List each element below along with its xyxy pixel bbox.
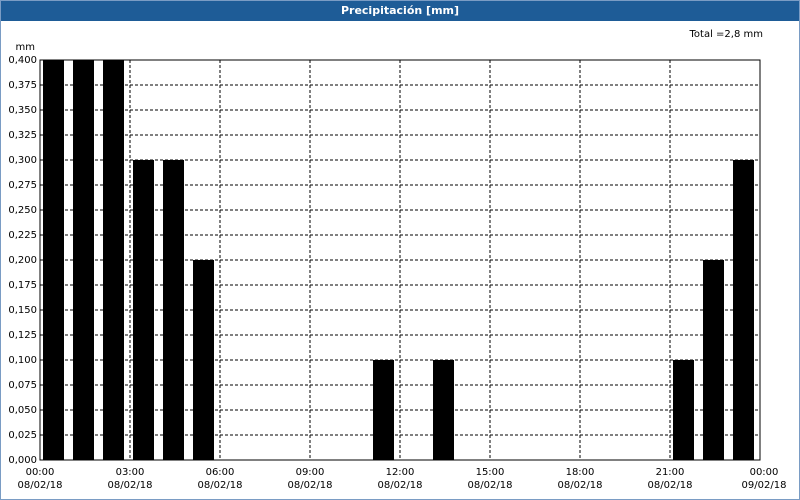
y-tick-label: 0,275 [8,180,37,191]
x-tick-label: 18:00 08/02/18 [557,467,603,491]
title-bar: Precipitación [mm] [1,1,799,21]
y-tick-label: 0,150 [8,305,37,316]
y-tick-label: 0,350 [8,105,37,116]
y-axis-label: mm [16,42,35,53]
x-tick-label: 03:00 08/02/18 [107,467,153,491]
y-tick-label: 0,225 [8,230,37,241]
x-tick-label: 09:00 08/02/18 [287,467,333,491]
bar [193,260,214,460]
y-tick-label: 0,200 [8,255,37,266]
x-tick-label: 15:00 08/02/18 [467,467,513,491]
bar [733,160,754,460]
x-tick-label: 00:00 09/02/18 [741,467,787,491]
y-tick-label: 0,325 [8,130,37,141]
bar [373,360,394,460]
y-tick-label: 0,300 [8,155,37,166]
y-tick-label: 0,075 [8,380,37,391]
y-tick-label: 0,025 [8,430,37,441]
bar [133,160,154,460]
bar [103,60,124,460]
y-tick-label: 0,375 [8,80,37,91]
y-tick-label: 0,100 [8,355,37,366]
x-tick-label: 12:00 08/02/18 [377,467,423,491]
bar [43,60,64,460]
y-tick-label: 0,175 [8,280,37,291]
y-tick-label: 0,125 [8,330,37,341]
bar [433,360,454,460]
y-tick-label: 0,000 [8,455,37,466]
annotation: Total =2,8 mm [689,29,763,40]
bar [703,260,724,460]
y-tick-label: 0,050 [8,405,37,416]
plot-frame [39,59,761,461]
bar [73,60,94,460]
y-tick-label: 0,250 [8,205,37,216]
bar [163,160,184,460]
x-tick-label: 00:00 08/02/18 [17,467,63,491]
x-tick-label: 21:00 08/02/18 [647,467,693,491]
x-tick-label: 06:00 08/02/18 [197,467,243,491]
bar [673,360,694,460]
y-tick-label: 0,400 [8,55,37,66]
